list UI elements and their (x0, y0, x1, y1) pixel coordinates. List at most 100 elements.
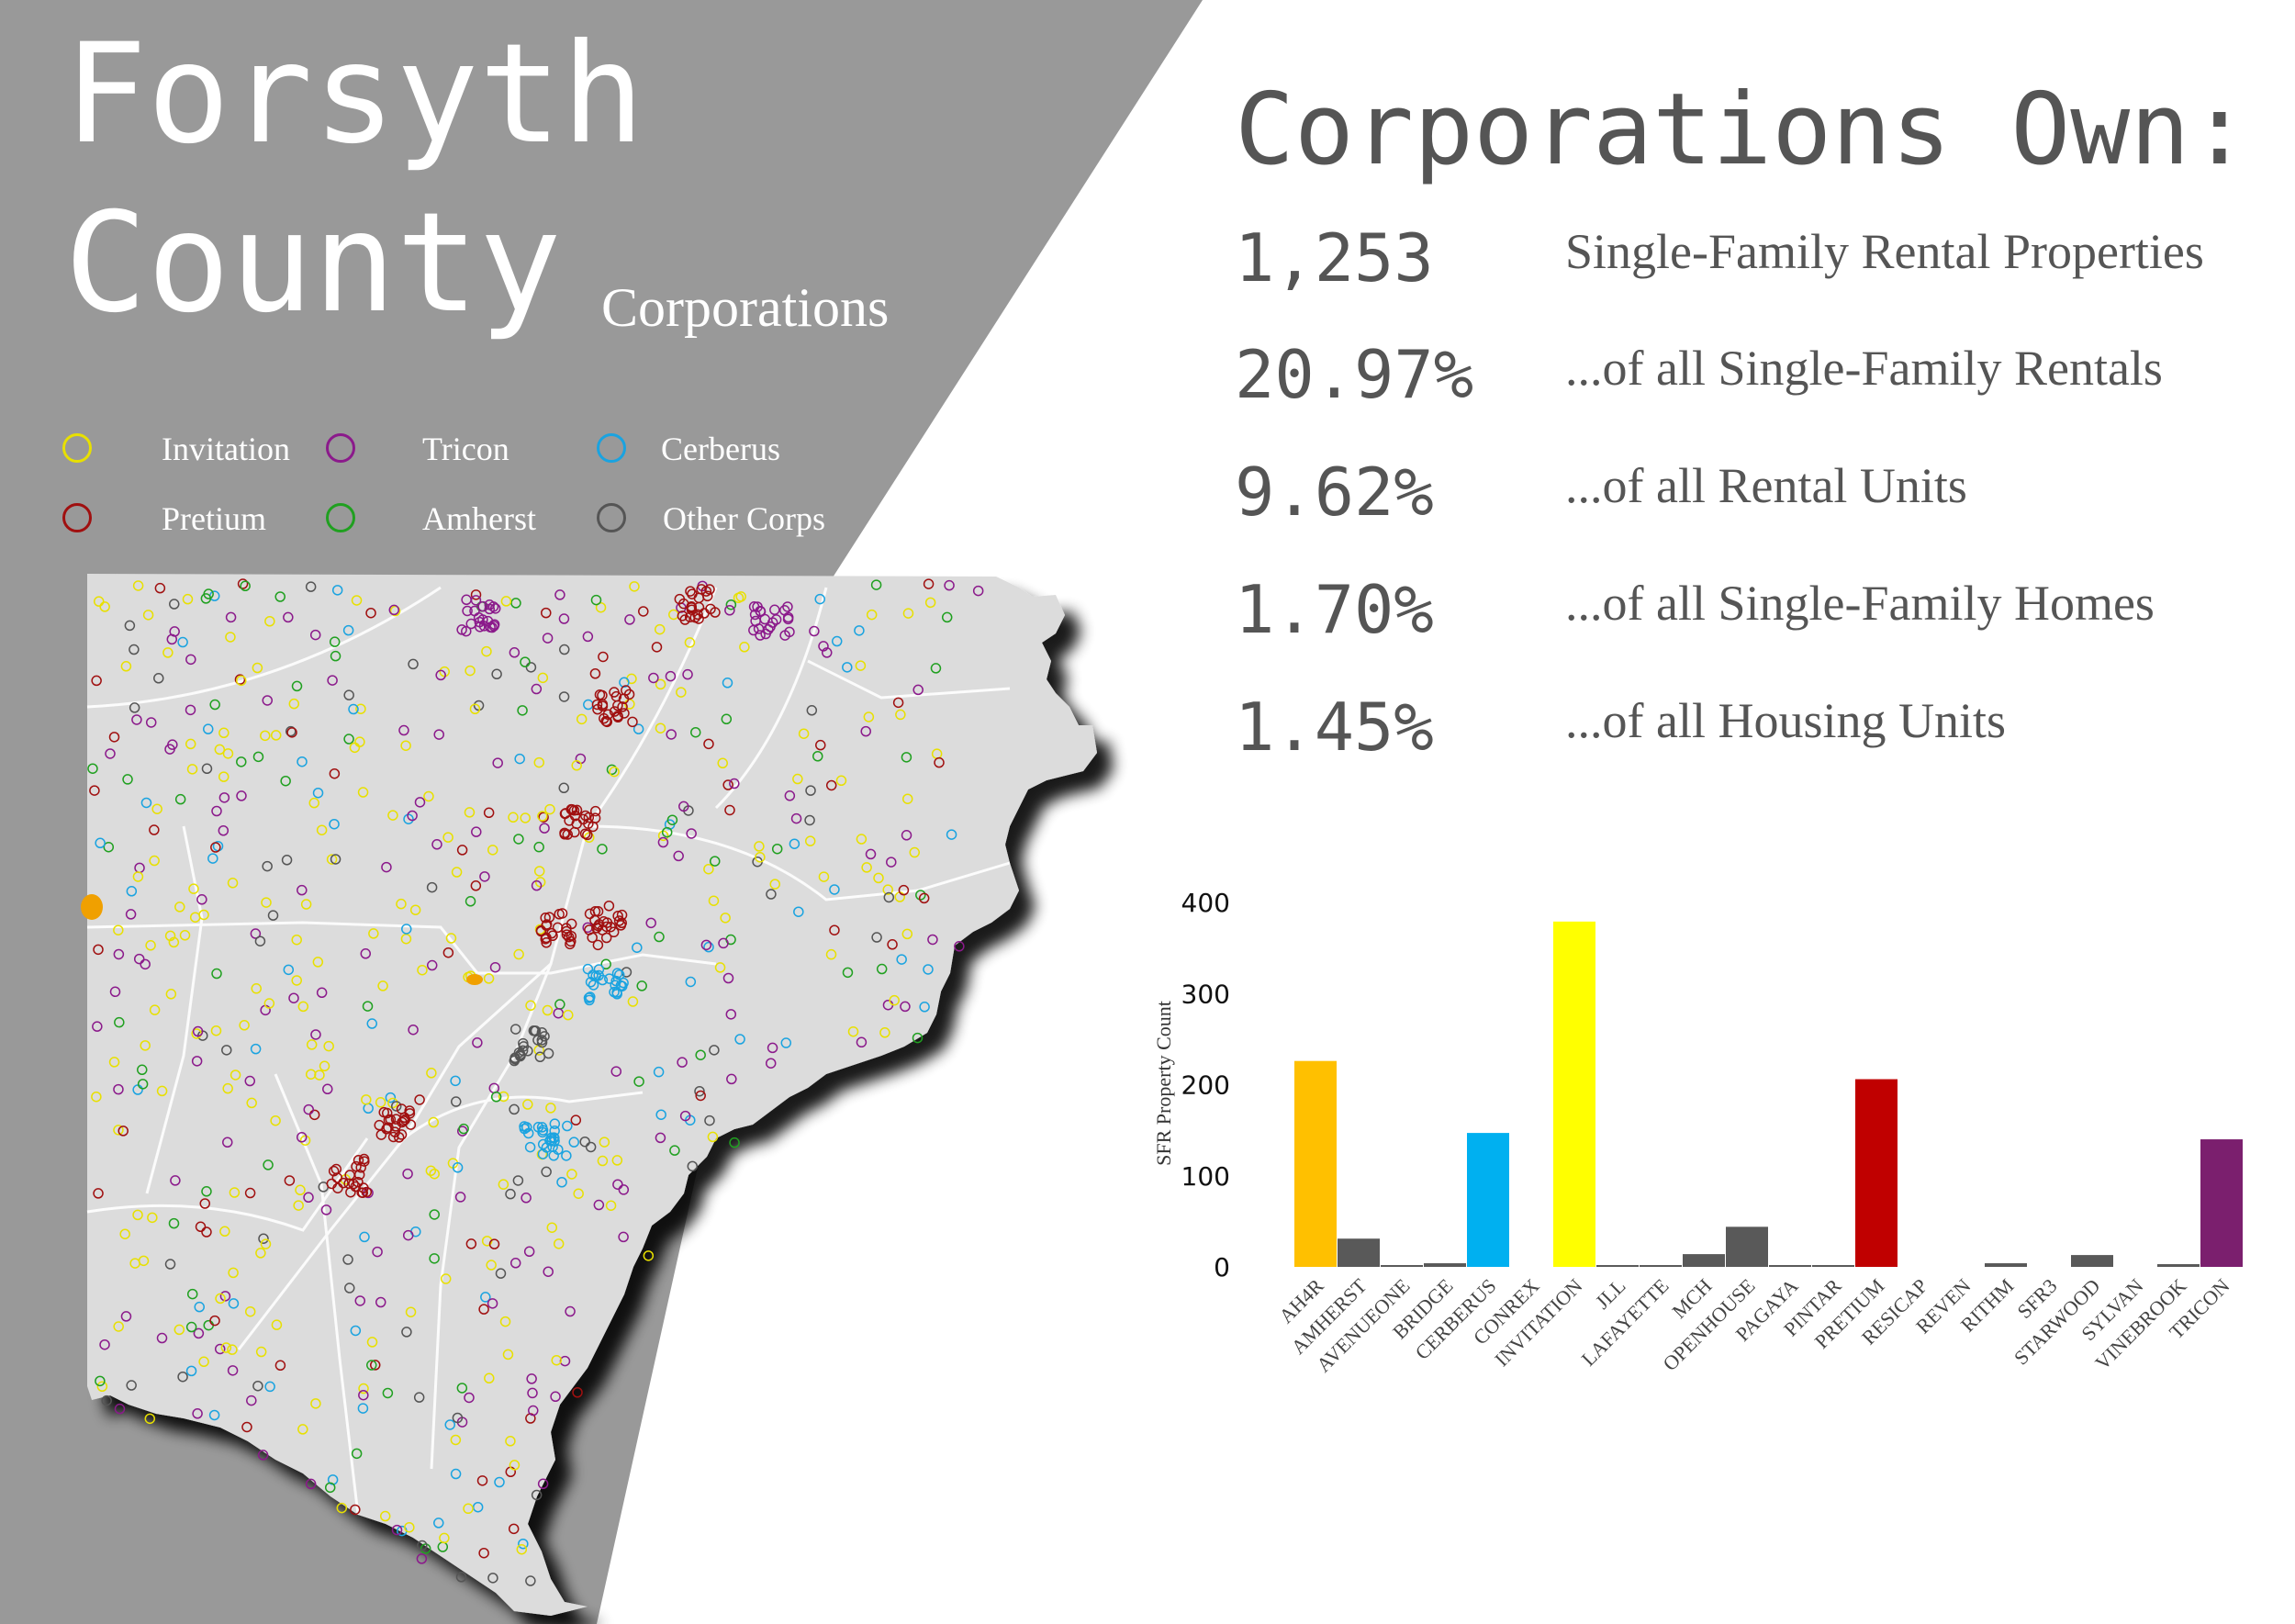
property-marker (543, 1047, 554, 1059)
property-marker (549, 1126, 560, 1137)
property-marker (361, 1186, 373, 1198)
property-marker (174, 1324, 185, 1336)
property-marker (366, 1018, 378, 1029)
property-marker (336, 1502, 348, 1514)
property-marker (923, 578, 935, 589)
property-marker (565, 1305, 576, 1317)
property-marker (218, 771, 230, 782)
property-marker (196, 894, 207, 905)
property-marker (790, 812, 802, 824)
property-marker (599, 1137, 610, 1148)
property-marker (539, 1031, 550, 1042)
property-marker (342, 624, 354, 636)
property-marker (244, 1187, 256, 1199)
property-marker (488, 621, 499, 632)
property-marker (456, 1383, 468, 1394)
property-marker (131, 714, 142, 725)
property-marker (484, 1372, 495, 1384)
property-marker (95, 837, 106, 849)
property-marker (729, 1137, 740, 1148)
property-marker (132, 580, 144, 591)
property-marker (408, 658, 419, 670)
property-marker (120, 661, 132, 672)
property-marker (678, 801, 689, 812)
property-marker (532, 1122, 544, 1133)
property-marker (201, 1226, 212, 1238)
property-marker (227, 1365, 239, 1376)
title-forsyth: Forsyth (64, 15, 645, 174)
property-marker (426, 959, 438, 971)
property-marker (113, 1321, 124, 1332)
property-marker (382, 1387, 394, 1399)
property-marker (222, 1137, 233, 1148)
property-marker (619, 708, 630, 719)
property-marker (591, 923, 602, 934)
property-marker (645, 917, 656, 929)
property-marker (450, 1075, 461, 1087)
property-marker (398, 724, 409, 736)
property-marker (655, 1109, 666, 1120)
property-marker (655, 722, 666, 734)
property-marker (718, 937, 729, 949)
property-marker (330, 650, 341, 662)
property-marker (192, 1025, 204, 1037)
property-marker (188, 883, 199, 894)
property-marker (629, 581, 640, 592)
property-marker (789, 838, 800, 849)
bar (1381, 1265, 1423, 1267)
property-marker (195, 1221, 207, 1233)
property-marker (185, 1365, 197, 1377)
bar (1726, 1226, 1768, 1267)
property-marker (297, 1424, 308, 1435)
property-marker (584, 994, 595, 1006)
property-marker (523, 1246, 535, 1258)
property-marker (227, 1344, 238, 1355)
property-marker (766, 889, 777, 900)
property-marker (396, 1103, 408, 1114)
legend-circle-icon (326, 433, 355, 463)
property-marker (177, 1371, 188, 1383)
property-marker (192, 1408, 203, 1419)
property-marker (505, 1188, 516, 1200)
property-marker (254, 935, 266, 946)
property-marker (428, 1116, 440, 1128)
property-marker (185, 704, 196, 716)
property-marker (381, 861, 392, 873)
property-marker (455, 1572, 467, 1583)
property-marker (420, 1543, 431, 1554)
property-marker (433, 729, 444, 740)
property-marker (767, 1042, 778, 1054)
property-marker (491, 668, 502, 680)
property-marker (592, 939, 604, 951)
property-marker (769, 879, 780, 890)
property-marker (593, 964, 605, 975)
property-marker (510, 598, 521, 609)
y-axis-label: SFR Property Count (1152, 1001, 1175, 1166)
property-marker (486, 1260, 497, 1271)
stat-label: Single-Family Rental Properties (1565, 224, 2204, 279)
property-marker (310, 1398, 321, 1409)
property-marker (550, 1391, 561, 1403)
property-marker (271, 1319, 283, 1330)
property-marker (401, 1327, 412, 1338)
property-marker (915, 890, 926, 901)
property-marker (579, 828, 591, 839)
property-marker (682, 668, 693, 680)
legend-circle-icon (62, 503, 92, 532)
property-marker (584, 832, 595, 843)
property-marker (703, 941, 714, 953)
property-marker (665, 670, 677, 682)
property-marker (677, 598, 689, 610)
property-marker (274, 591, 285, 602)
property-marker (600, 921, 612, 933)
property-marker (357, 1187, 369, 1198)
property-marker (585, 977, 597, 988)
property-marker (489, 961, 501, 973)
property-marker (549, 1118, 561, 1129)
property-marker (508, 812, 519, 823)
bar (1596, 1265, 1639, 1267)
property-marker (229, 1187, 241, 1198)
property-marker (934, 756, 945, 768)
property-marker (546, 1136, 557, 1147)
property-marker (286, 727, 297, 738)
